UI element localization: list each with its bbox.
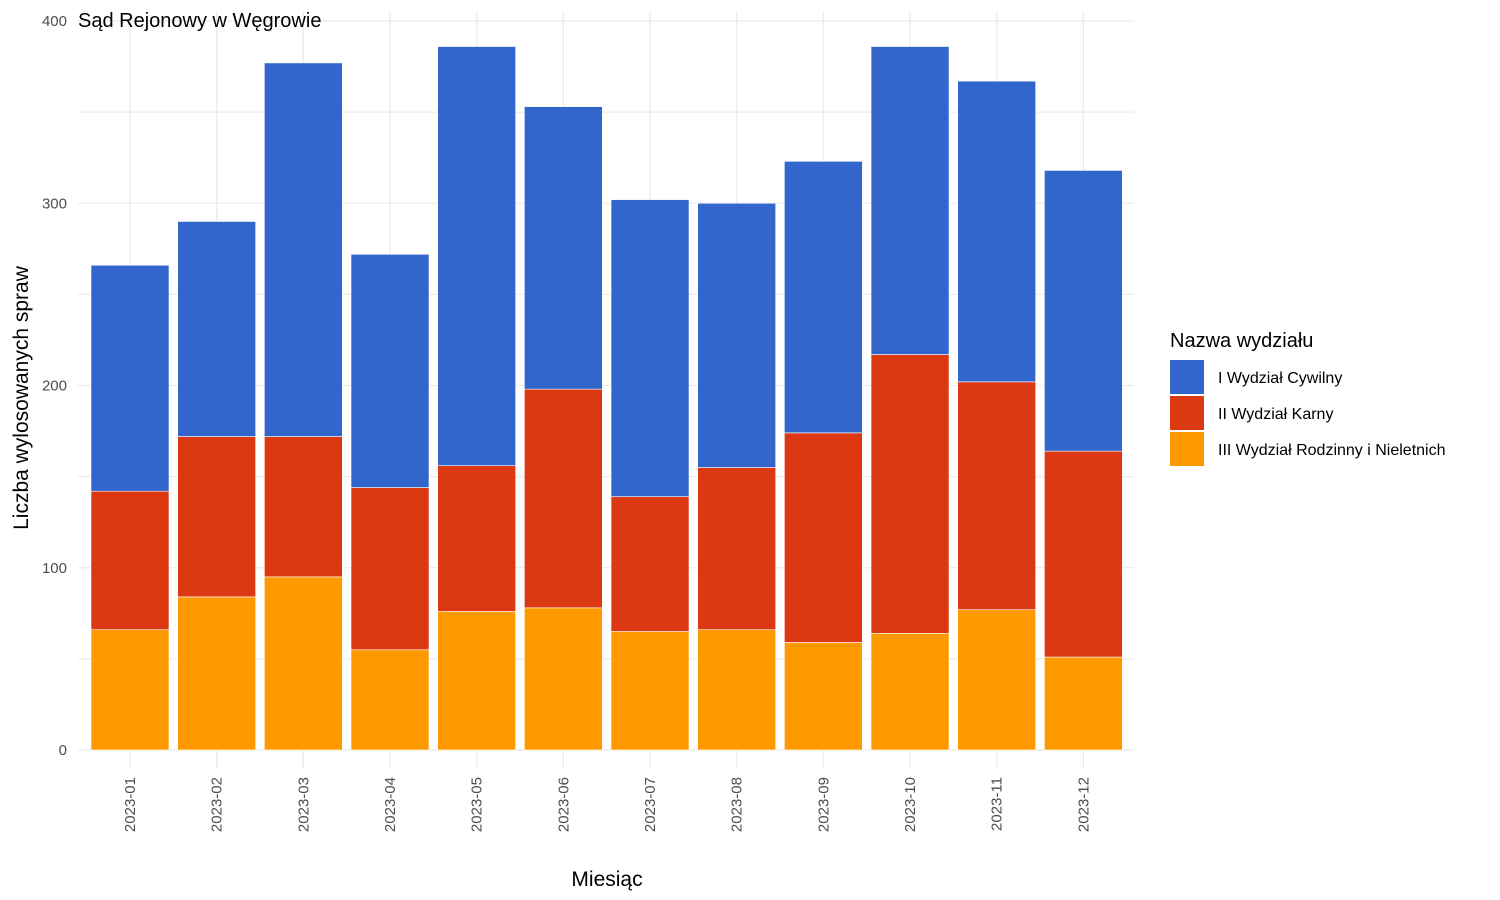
y-axis-ticks: 0 100 200 300 400 (42, 13, 67, 759)
x-tick-label: 2023-09 (815, 777, 832, 832)
bar-segment (437, 46, 516, 466)
bar-segment (697, 629, 776, 751)
bar-segment (437, 611, 516, 751)
bar-segment (1044, 170, 1123, 452)
bar-segment (784, 161, 863, 434)
y-axis-title: Liczba wylosowanych spraw (10, 265, 33, 530)
x-axis-title: Miesiąc (571, 868, 642, 891)
x-tick-label: 2023-03 (295, 777, 312, 832)
x-tick-label: 2023-12 (1075, 777, 1092, 832)
bar-segment (524, 607, 603, 751)
bar-segment (697, 467, 776, 631)
bar-segment (264, 436, 343, 578)
x-tick-label: 2023-07 (642, 777, 659, 832)
bar-segment (784, 642, 863, 751)
bar-segment (264, 576, 343, 751)
legend-label: II Wydział Karny (1218, 406, 1333, 423)
y-tick-label: 400 (42, 13, 67, 30)
bar-segment (610, 496, 690, 632)
bar-segment (957, 80, 1037, 383)
y-tick-label: 300 (42, 195, 67, 212)
x-tick-label: 2023-04 (382, 777, 399, 832)
legend-swatch (1170, 432, 1204, 466)
bar-segment (870, 354, 950, 634)
bar-segment (177, 221, 256, 437)
y-tick-label: 0 (59, 742, 67, 759)
bar-segment (177, 596, 256, 751)
x-tick-label: 2023-06 (555, 777, 572, 832)
bar-segment (870, 633, 950, 751)
bar-segment (1044, 656, 1123, 751)
x-tick-label: 2023-11 (989, 777, 1006, 831)
x-tick-label: 2023-02 (209, 777, 226, 832)
bar-segment (90, 629, 170, 751)
bar-segment (1044, 450, 1123, 658)
bar-segment (524, 388, 603, 609)
legend-items: I Wydział Cywilny II Wydział Karny III Wyd… (1170, 360, 1446, 466)
bar-segment (437, 465, 516, 612)
y-tick-label: 200 (42, 378, 67, 395)
legend-swatch (1170, 360, 1204, 394)
bar-segment (90, 490, 170, 631)
bar-segment (610, 631, 690, 751)
bar-segment (957, 381, 1037, 610)
chart-title: Sąd Rejonowy w Węgrowie (78, 10, 321, 32)
legend-swatch (1170, 396, 1204, 430)
bar-segment (957, 609, 1037, 751)
legend-label: I Wydział Cywilny (1218, 370, 1342, 387)
legend-label: III Wydział Rodzinny i Nieletnich (1218, 442, 1446, 459)
bar-segment (870, 46, 950, 355)
bar-segment (90, 264, 170, 492)
legend: Nazwa wydziału I Wydział Cywilny II Wydzi… (1170, 330, 1446, 466)
bar-segment (264, 62, 343, 437)
x-tick-label: 2023-10 (902, 777, 919, 832)
bar-segment (784, 432, 863, 643)
x-axis-ticks: 2023-01 2023-02 2023-03 2023-04 2023-05 2023-… (122, 777, 1092, 832)
bar-segment (350, 253, 430, 488)
bar-segment (697, 202, 776, 468)
bar-segment (350, 649, 430, 751)
bar-segment (177, 436, 256, 598)
x-tick-label: 2023-01 (122, 777, 139, 832)
bar-segment (524, 106, 603, 390)
x-tick-label: 2023-08 (729, 777, 746, 832)
legend-title: Nazwa wydziału (1170, 330, 1313, 352)
y-tick-label: 100 (42, 560, 67, 577)
bar-segment (350, 487, 430, 651)
x-tick-label: 2023-05 (469, 777, 486, 832)
bar-segment (610, 199, 690, 497)
bars (90, 46, 1123, 751)
